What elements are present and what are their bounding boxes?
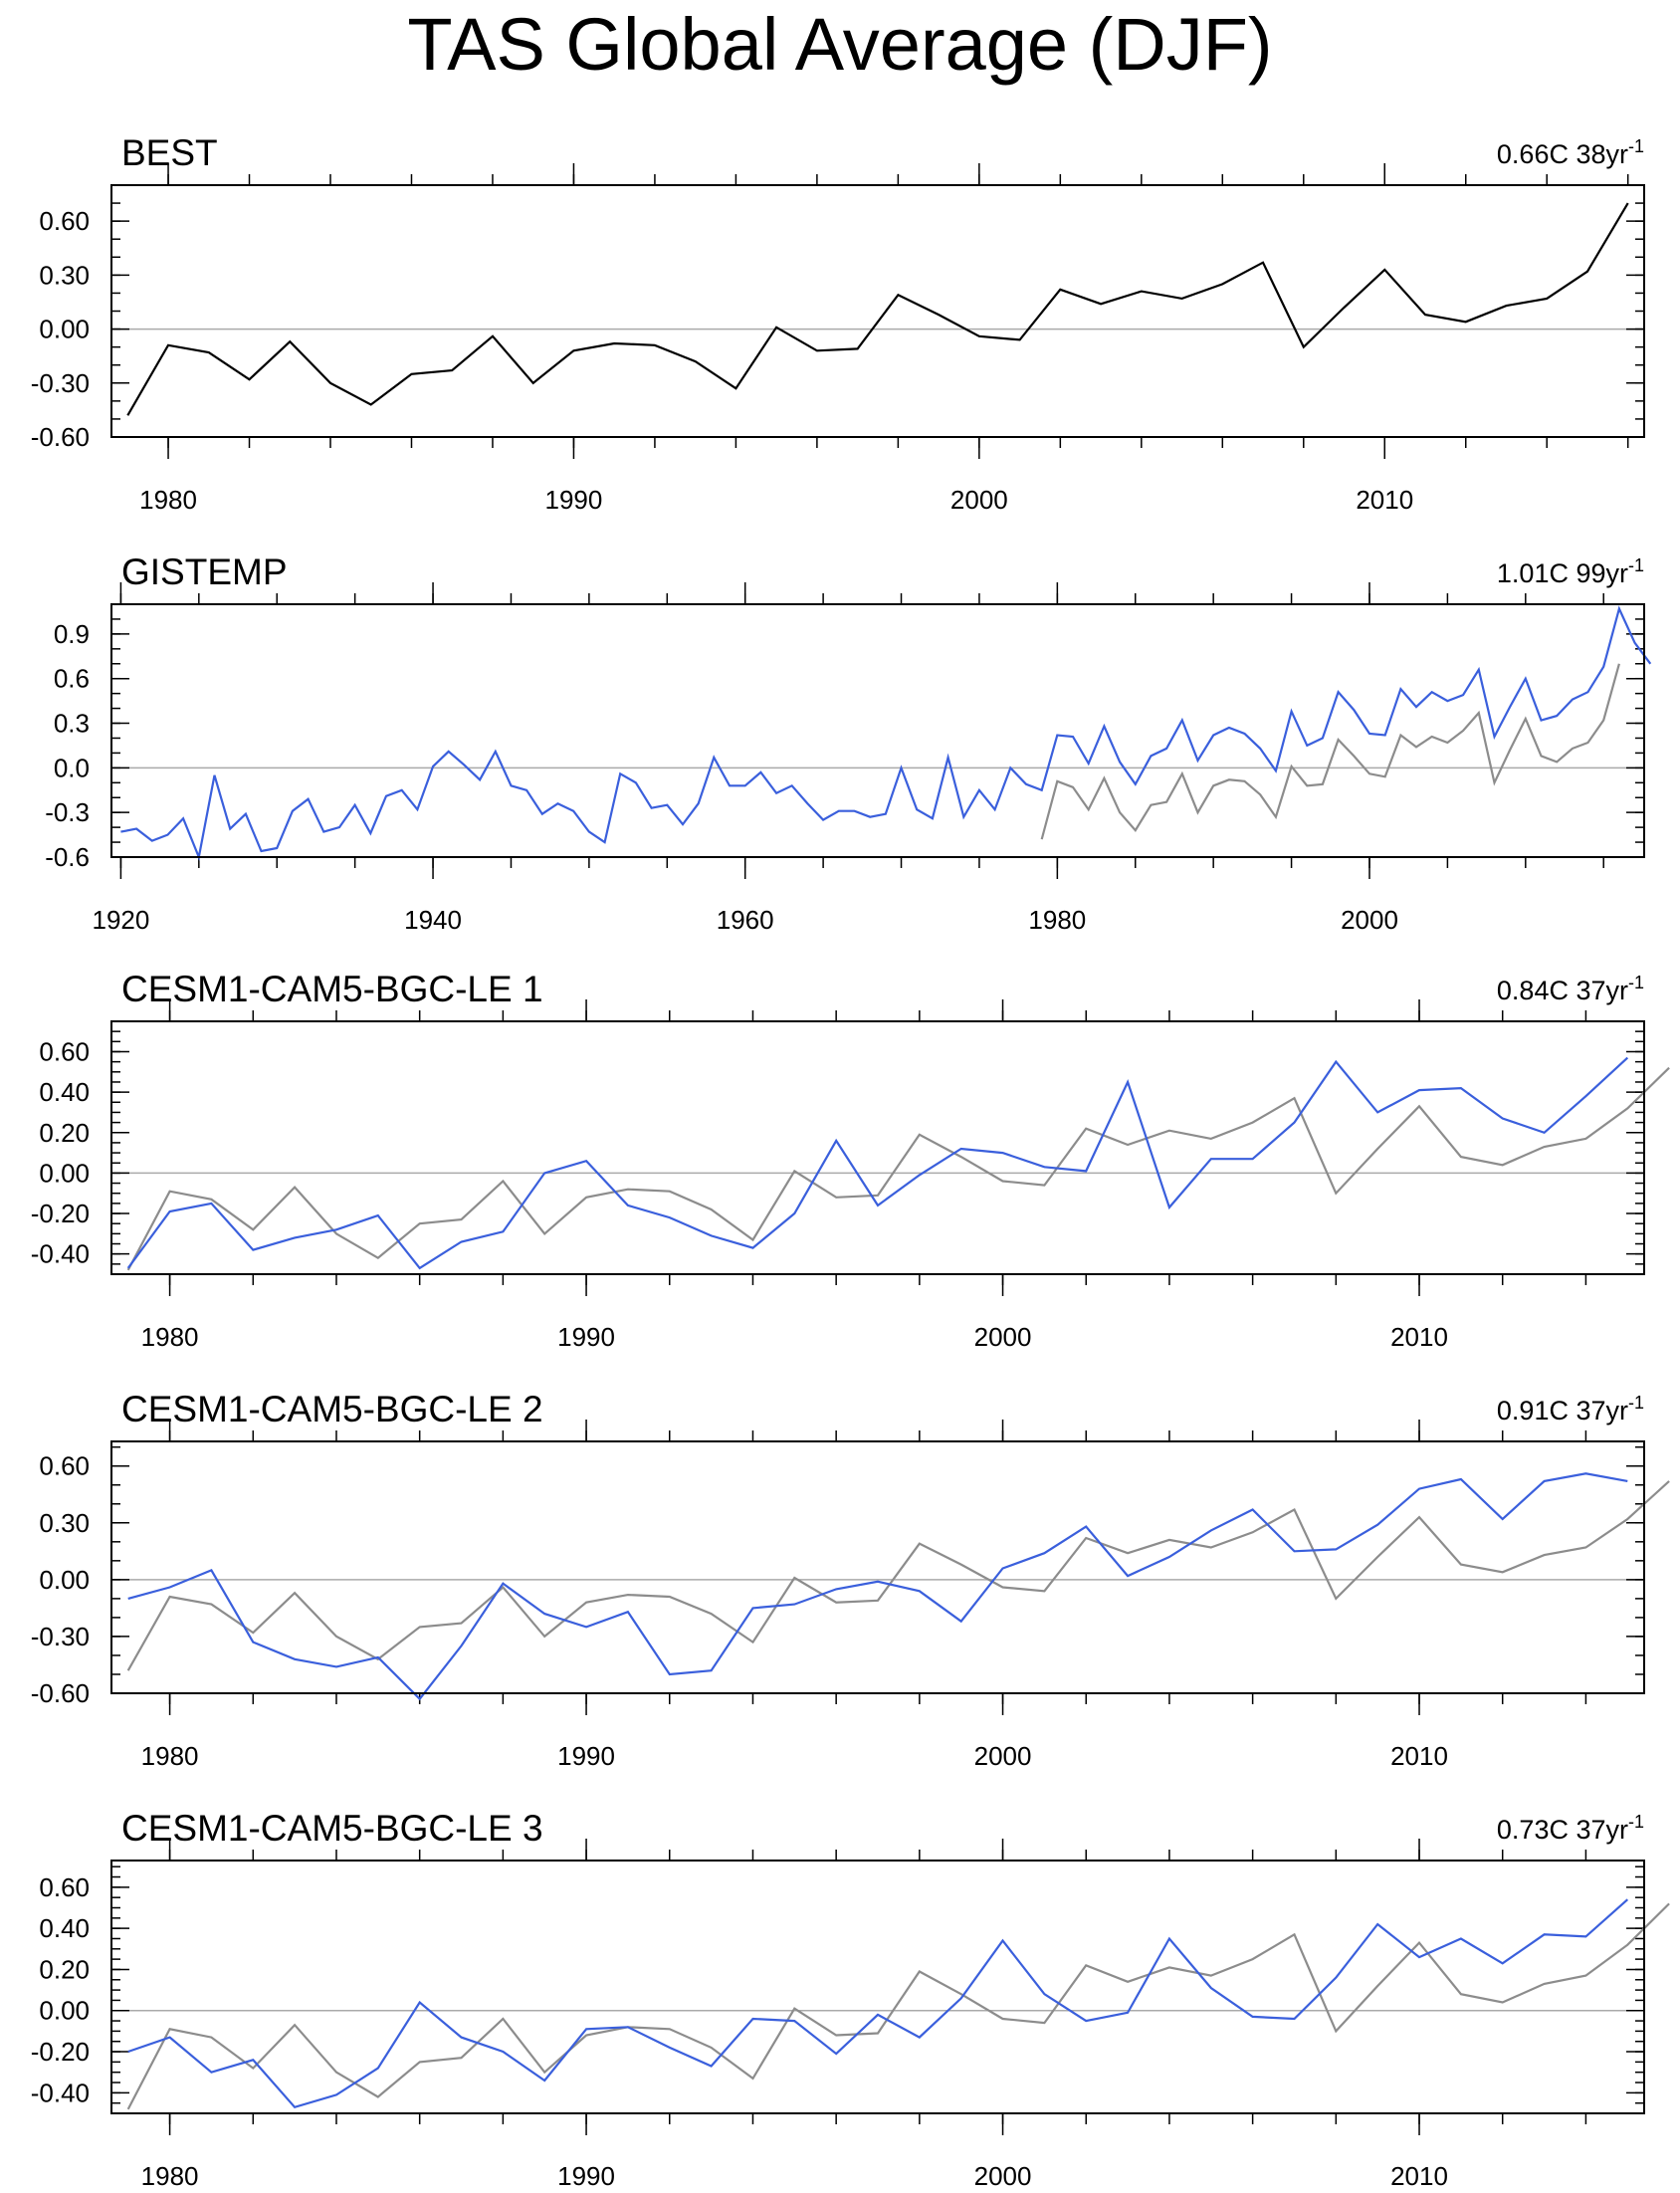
y-tick-label: 0.60: [39, 1036, 90, 1066]
y-tick-label: 0.60: [39, 1872, 90, 1902]
x-tick-label: 2010: [1390, 1741, 1448, 1771]
panel-title: CESM1-CAM5-BGC-LE 2: [121, 1389, 543, 1429]
panel-title: CESM1-CAM5-BGC-LE 1: [121, 969, 543, 1009]
x-tick-label: 1990: [557, 1741, 615, 1771]
y-tick-label: 0.30: [39, 260, 90, 290]
y-tick-label: -0.60: [31, 422, 90, 452]
x-tick-label: 1980: [141, 2161, 199, 2191]
x-tick-label: 2000: [1341, 905, 1398, 935]
x-tick-label: 1960: [717, 905, 774, 935]
y-tick-label: 0.00: [39, 315, 90, 344]
x-tick-label: 2010: [1390, 2161, 1448, 2191]
trend-label: 1.01C 99yr-1: [1497, 555, 1644, 588]
series-line-reference: [126, 1902, 1670, 2110]
trend-label-exponent: -1: [1628, 1393, 1644, 1413]
x-tick-label: 2010: [1356, 485, 1413, 515]
y-tick-label: -0.3: [45, 797, 90, 827]
trend-label: 0.84C 37yr-1: [1497, 973, 1644, 1005]
y-tick-label: 0.3: [54, 709, 90, 739]
plot-frame: [110, 184, 1645, 438]
series-line-model: [126, 1056, 1629, 1270]
page-title: TAS Global Average (DJF): [407, 3, 1273, 86]
panel-title: BEST: [121, 132, 218, 173]
x-tick-label: 1980: [1028, 905, 1086, 935]
panel-4: CESM1-CAM5-BGC-LE 2 0.91C 37yr-1 -0.60 -0.3…: [31, 1389, 1670, 1771]
y-tick-label: 0.30: [39, 1508, 90, 1538]
y-tick-label: 0.00: [39, 1158, 90, 1188]
trend-label: 0.91C 37yr-1: [1497, 1393, 1644, 1425]
trend-label-main: 0.66C 38yr: [1497, 139, 1628, 169]
x-tick-label: 1920: [92, 905, 149, 935]
plot-frame: [110, 1020, 1645, 1275]
plot-frame: [110, 603, 1645, 858]
y-tick-label: 0.9: [54, 619, 90, 649]
x-tick-label: 2000: [950, 485, 1008, 515]
y-tick-label: 0.6: [54, 664, 90, 694]
trend-label-main: 0.84C 37yr: [1497, 976, 1628, 1005]
x-tick-label: 2000: [974, 2161, 1032, 2191]
y-tick-label: 0.60: [39, 206, 90, 236]
panel-1: BEST 0.66C 38yr-1 -0.60 -0.30 0.00 0.30 0.60 19…: [31, 132, 1645, 515]
plot-frame: [110, 1860, 1645, 2114]
x-tick-label: 2000: [974, 1322, 1032, 1352]
trend-label: 0.66C 38yr-1: [1497, 136, 1644, 169]
y-tick-label: 0.40: [39, 1913, 90, 1943]
panel-5: CESM1-CAM5-BGC-LE 3 0.73C 37yr-1 -0.40 -0.2…: [31, 1808, 1670, 2191]
y-tick-label: -0.6: [45, 842, 90, 872]
panel-3: CESM1-CAM5-BGC-LE 1 0.84C 37yr-1 -0.40 -0.2…: [31, 969, 1670, 1352]
y-tick-label: -0.30: [31, 368, 90, 398]
x-tick-label: 1980: [141, 1741, 199, 1771]
trend-label-main: 0.91C 37yr: [1497, 1396, 1628, 1425]
y-tick-label: 0.40: [39, 1077, 90, 1107]
series-line-observed: [126, 202, 1629, 416]
y-tick-label: 0.00: [39, 1565, 90, 1595]
panel-title: GISTEMP: [121, 551, 288, 592]
y-tick-label: 0.0: [54, 753, 90, 782]
series-line-reference: [126, 1480, 1670, 1671]
y-tick-label: -0.60: [31, 1678, 90, 1708]
series-line-reference: [1040, 663, 1620, 840]
x-tick-label: 1990: [545, 485, 603, 515]
trend-label-exponent: -1: [1628, 136, 1644, 156]
y-tick-label: -0.40: [31, 1239, 90, 1269]
plot-frame: [110, 1440, 1645, 1694]
y-tick-label: 0.60: [39, 1451, 90, 1481]
series-line-model: [127, 1898, 1629, 2109]
series-line-reference: [126, 1066, 1670, 1271]
series-line-model: [127, 1472, 1628, 1701]
trend-label-exponent: -1: [1628, 973, 1644, 992]
y-tick-label: -0.20: [31, 1199, 90, 1228]
trend-label: 0.73C 37yr-1: [1497, 1812, 1644, 1845]
panel-2: GISTEMP 1.01C 99yr-1 -0.6 -0.3 0.0 0.3 0.6 0.9 1…: [45, 551, 1652, 935]
y-tick-label: 0.20: [39, 1118, 90, 1148]
x-tick-label: 1990: [557, 1322, 615, 1352]
x-tick-label: 1980: [141, 1322, 199, 1352]
x-tick-label: 2000: [974, 1741, 1032, 1771]
trend-label-main: 0.73C 37yr: [1497, 1815, 1628, 1845]
trend-label-exponent: -1: [1628, 555, 1644, 575]
y-tick-label: 0.20: [39, 1954, 90, 1984]
trend-label-exponent: -1: [1628, 1812, 1644, 1832]
x-tick-label: 1940: [404, 905, 462, 935]
y-tick-label: -0.40: [31, 2078, 90, 2107]
trend-label-main: 1.01C 99yr: [1497, 558, 1628, 588]
y-tick-label: 0.00: [39, 1996, 90, 2026]
y-tick-label: -0.20: [31, 2037, 90, 2067]
x-tick-label: 2010: [1390, 1322, 1448, 1352]
series-line-model: [120, 605, 1652, 861]
x-tick-label: 1980: [139, 485, 197, 515]
y-tick-label: -0.30: [31, 1622, 90, 1651]
panel-title: CESM1-CAM5-BGC-LE 3: [121, 1808, 543, 1849]
x-tick-label: 1990: [557, 2161, 615, 2191]
